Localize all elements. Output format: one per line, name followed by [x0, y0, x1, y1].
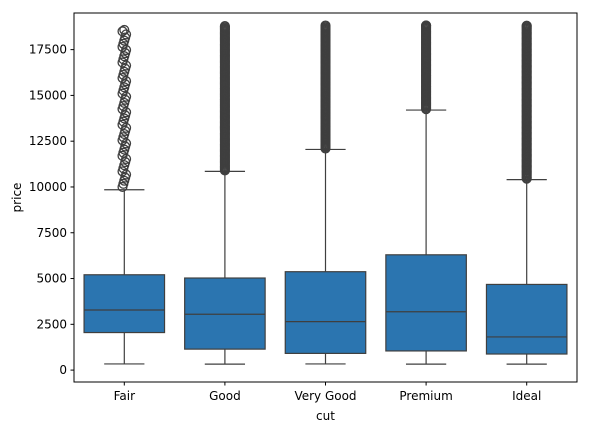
x-axis-label: cut: [316, 409, 335, 423]
outlier-point: [121, 76, 132, 87]
outlier-point: [117, 26, 128, 37]
iqr-box: [385, 254, 467, 352]
outlier-point: [121, 138, 132, 149]
x-tick-label: Premium: [399, 389, 452, 403]
box-group-good: [184, 20, 266, 365]
x-tick-label: Ideal: [512, 389, 541, 403]
outlier-point: [121, 122, 132, 133]
outlier-point: [320, 20, 331, 31]
y-tick-label: 10000: [29, 180, 67, 194]
y-tick-label: 15000: [29, 88, 67, 102]
outlier-point: [121, 153, 132, 165]
outlier-point: [121, 91, 132, 102]
box-group-fair: [83, 24, 166, 365]
y-axis: 0 2500 5000 7500 10000 12500 15000 17500: [29, 43, 74, 377]
outlier-point: [219, 20, 230, 32]
iqr-box: [83, 274, 166, 334]
x-tick-label: Fair: [114, 389, 135, 403]
outlier-point: [121, 29, 132, 40]
outlier-point: [121, 107, 132, 118]
plot-frame: [73, 12, 578, 383]
iqr-box: [485, 283, 568, 355]
outlier-point: [521, 20, 532, 31]
y-tick-label: 7500: [36, 226, 67, 240]
y-axis-label: price: [10, 183, 24, 213]
outlier-point: [421, 20, 432, 31]
box-group-very-good: [284, 20, 367, 365]
box-group-ideal: [485, 20, 568, 365]
boxes-layer: [83, 20, 568, 365]
outlier-point: [119, 24, 130, 36]
y-tick-label: 2500: [36, 317, 67, 331]
x-tick-label: Good: [209, 389, 241, 403]
x-tick-label: Very Good: [294, 389, 356, 403]
x-axis: Fair Good Very Good Premium Ideal: [114, 382, 541, 403]
outlier-point: [121, 60, 132, 71]
box-group-premium: [385, 20, 467, 365]
iqr-box: [284, 271, 367, 354]
y-tick-label: 12500: [29, 134, 67, 148]
iqr-box: [184, 277, 266, 350]
outlier-point: [121, 169, 132, 180]
y-tick-label: 17500: [29, 43, 67, 57]
outlier-point: [121, 44, 132, 56]
y-tick-label: 0: [59, 363, 67, 377]
y-tick-label: 5000: [36, 272, 67, 286]
